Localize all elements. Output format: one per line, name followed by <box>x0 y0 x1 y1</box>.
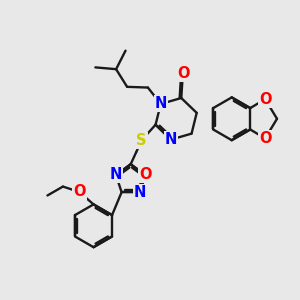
Text: N: N <box>165 132 177 147</box>
Text: O: O <box>139 167 152 182</box>
Text: N: N <box>134 185 146 200</box>
Text: S: S <box>136 133 147 148</box>
Text: O: O <box>73 184 85 200</box>
Text: N: N <box>154 97 167 112</box>
Text: N: N <box>110 167 122 182</box>
Text: O: O <box>259 92 272 107</box>
Text: O: O <box>177 66 190 81</box>
Text: O: O <box>259 131 272 146</box>
